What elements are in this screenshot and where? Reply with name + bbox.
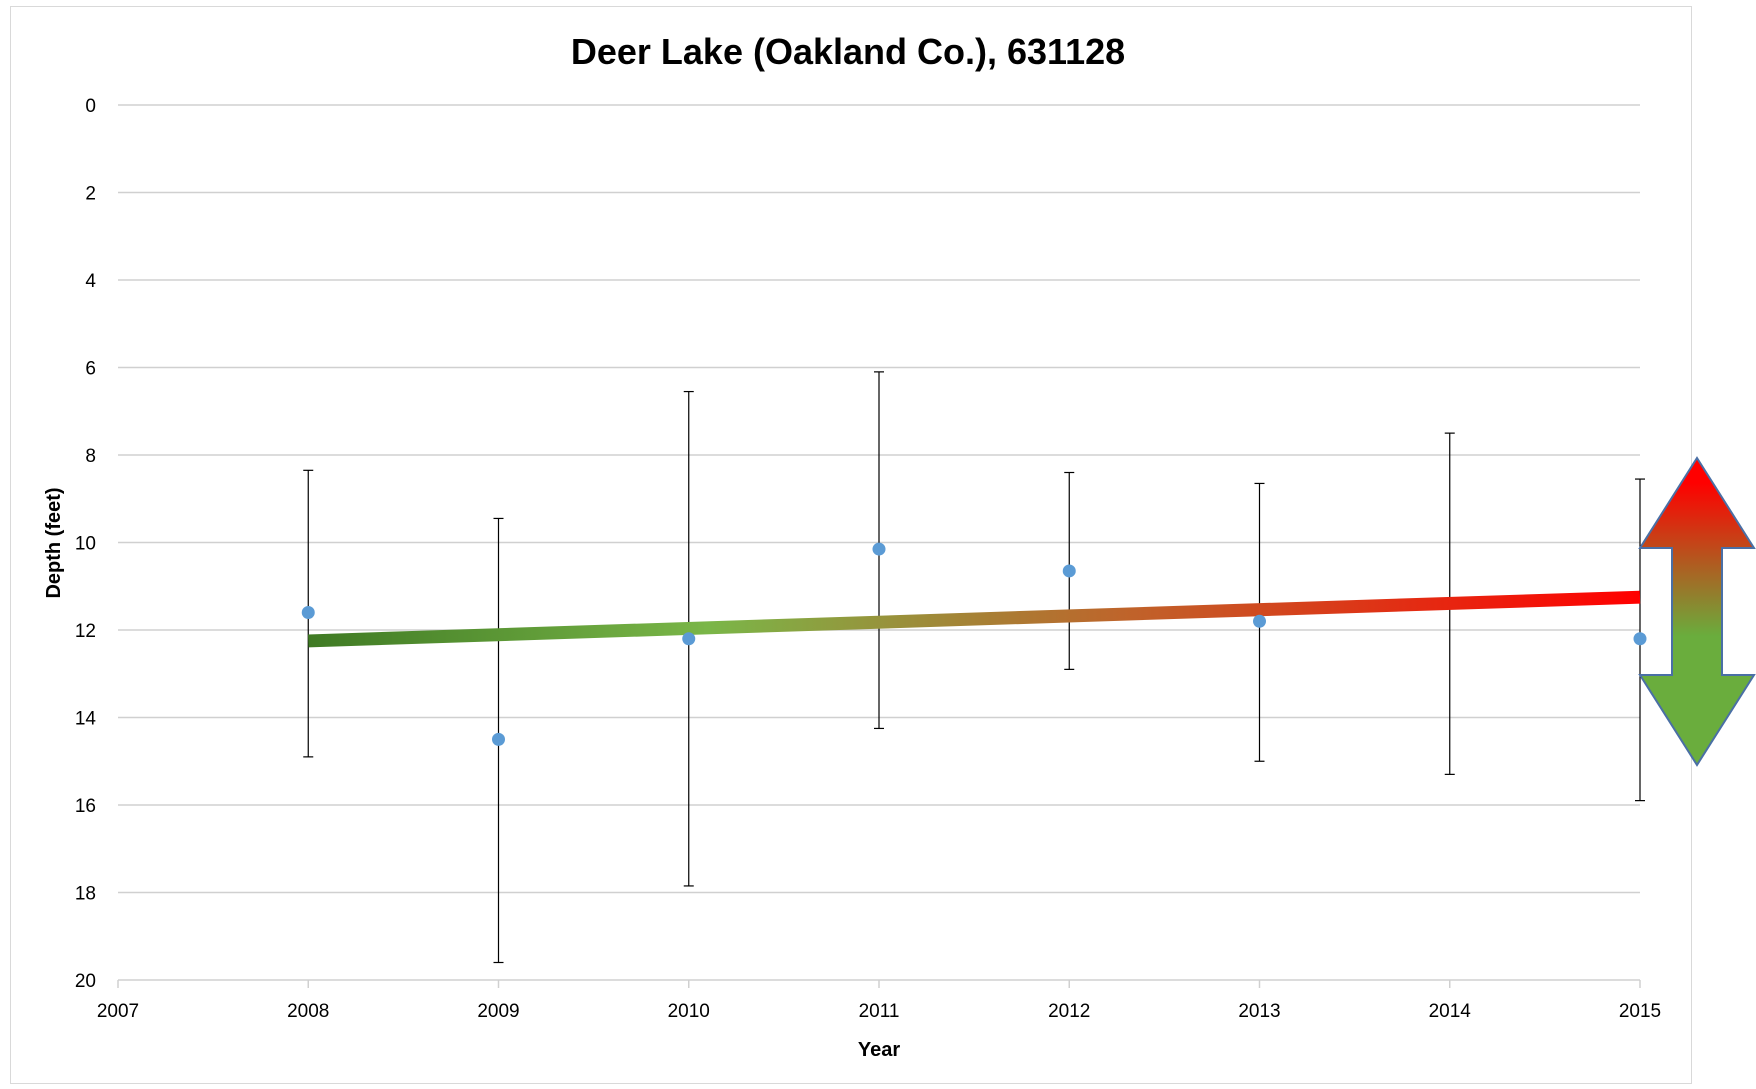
trendline: [308, 590, 1641, 648]
x-tick-2009: 2009: [477, 1001, 519, 1022]
data-point-2015: [1633, 632, 1647, 646]
y-tick-6: 6: [85, 359, 96, 380]
y-tick-18: 18: [75, 884, 96, 905]
x-tick-2014: 2014: [1429, 1001, 1472, 1022]
gridlines: [118, 104, 1640, 981]
trend-line: [308, 590, 1641, 648]
data-point-2012: [1062, 564, 1076, 578]
x-tick-2012: 2012: [1048, 1001, 1090, 1022]
y-tick-16: 16: [75, 796, 96, 817]
chart-frame: [10, 6, 1692, 1084]
data-point-2009: [492, 732, 505, 746]
y-tick-labels: 0 2 4 6 8 10 12 14 16 18 20: [75, 96, 97, 992]
x-tick-2013: 2013: [1238, 1001, 1280, 1022]
x-axis-title: Year: [858, 1039, 900, 1061]
y-axis-title: Depth (feet): [43, 487, 65, 598]
data-point-2008: [301, 606, 315, 619]
data-point-2010: [682, 632, 696, 646]
x-tick-2007: 2007: [97, 1001, 139, 1022]
double-headed-vertical-arrow-icon: [1638, 456, 1756, 767]
y-tick-14: 14: [75, 709, 97, 730]
x-tick-2011: 2011: [859, 1001, 900, 1022]
x-tick-2015: 2015: [1619, 1001, 1661, 1022]
x-tick-2008: 2008: [287, 1001, 329, 1022]
data-points: [301, 542, 1647, 746]
y-tick-20: 20: [75, 971, 96, 992]
x-tick-2010: 2010: [668, 1001, 710, 1022]
y-tick-4: 4: [85, 271, 96, 292]
y-tick-8: 8: [85, 446, 96, 467]
x-tick-labels: 2007 2008 2009 2010 2011 2012 2013 2014 2015: [97, 980, 1661, 1022]
chart-title: Deer Lake (Oakland Co.), 631128: [571, 31, 1125, 72]
data-point-2011: [872, 542, 886, 556]
y-tick-2: 2: [85, 184, 96, 205]
y-tick-0: 0: [85, 96, 96, 117]
data-point-2013: [1253, 614, 1266, 628]
y-tick-10: 10: [75, 534, 96, 555]
y-tick-12: 12: [75, 621, 96, 642]
error-bars: [303, 371, 1645, 964]
